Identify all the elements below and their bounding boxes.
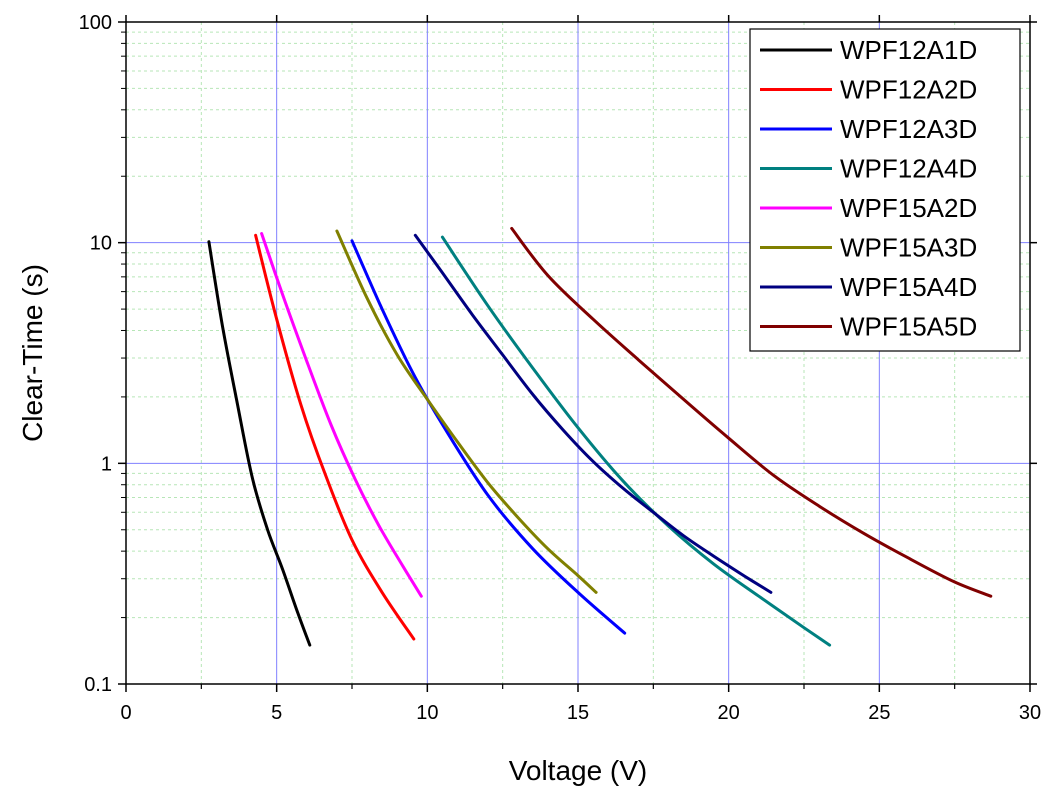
legend-label-wpf12a1d: WPF12A1D — [840, 35, 977, 65]
legend-label-wpf12a3d: WPF12A3D — [840, 114, 977, 144]
y-tick-label: 100 — [79, 12, 112, 34]
x-tick-label: 0 — [120, 702, 131, 724]
legend-label-wpf12a4d: WPF12A4D — [840, 154, 977, 184]
series-line-wpf12a2d — [254, 233, 416, 641]
x-tick-label: 20 — [718, 702, 740, 724]
y-tick-label: 1 — [101, 453, 112, 475]
legend: WPF12A1D WPF12A2D WPF12A3D WPF12A4D WPF15A2D… — [749, 28, 1021, 352]
x-tick-label: 5 — [271, 702, 282, 724]
x-axis: 0 5 10 15 20 25 30 — [120, 15, 1041, 724]
series-line-wpf12a3d — [350, 239, 627, 635]
series-line-wpf12a1d — [207, 240, 312, 647]
x-tick-label: 30 — [1019, 702, 1041, 724]
legend-label-wpf15a2d: WPF15A2D — [840, 193, 977, 223]
legend-label-wpf12a2d: WPF12A2D — [840, 75, 977, 105]
series-layer — [207, 226, 993, 647]
x-axis-title: Voltage (V) — [509, 755, 648, 786]
y-axis-title: Clear-Time (s) — [17, 264, 48, 442]
series-line-wpf15a4d — [413, 233, 773, 594]
series-line-wpf12a4d — [440, 235, 832, 647]
series-line-wpf15a2d — [260, 232, 423, 598]
major-grid — [126, 22, 1030, 684]
y-tick-label: 0.1 — [84, 674, 112, 696]
x-tick-label: 25 — [868, 702, 890, 724]
legend-label-wpf15a3d: WPF15A3D — [840, 233, 977, 263]
x-tick-label: 15 — [567, 702, 589, 724]
x-tick-label: 10 — [416, 702, 438, 724]
legend-label-wpf15a5d: WPF15A5D — [840, 312, 977, 342]
y-axis: 0.1 1 10 100 — [79, 12, 1037, 696]
legend-box — [749, 28, 1021, 352]
y-tick-label: 10 — [90, 233, 112, 255]
series-line-wpf15a3d — [335, 229, 598, 594]
series-line-wpf15a5d — [510, 226, 993, 598]
legend-label-wpf15a4d: WPF15A4D — [840, 272, 977, 302]
